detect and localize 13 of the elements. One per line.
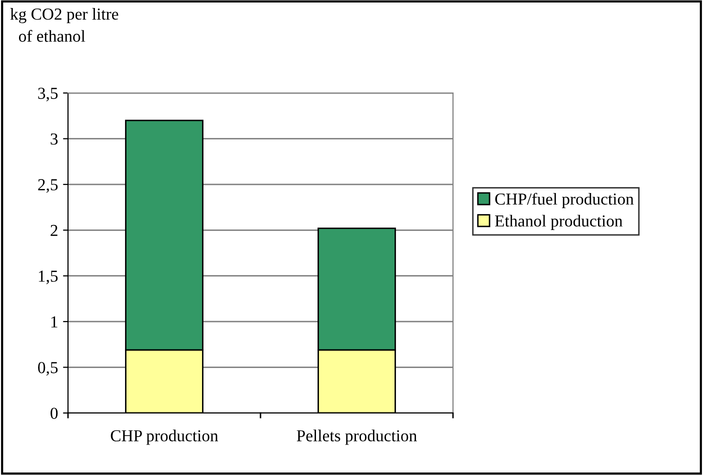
x-tick-label: Pellets production — [296, 430, 417, 445]
y-tick-label: 0 — [50, 408, 58, 419]
y-tick-label: 0,5 — [38, 362, 58, 376]
x-tick-label: CHP production — [110, 430, 218, 445]
legend-label: Ethanol production — [495, 214, 623, 230]
y-axis-title: kg CO2 per litre of ethanol — [10, 8, 118, 42]
y-tick-label: 2,5 — [38, 179, 58, 193]
y-tick-label: 2 — [50, 224, 58, 236]
legend-label: CHP/fuel production — [495, 192, 634, 208]
y-tick-label: 3,5 — [38, 88, 58, 102]
y-tick-label: 1,5 — [38, 270, 58, 284]
y-tick-label: 1 — [51, 316, 58, 328]
y-tick-label: 3 — [50, 133, 58, 145]
